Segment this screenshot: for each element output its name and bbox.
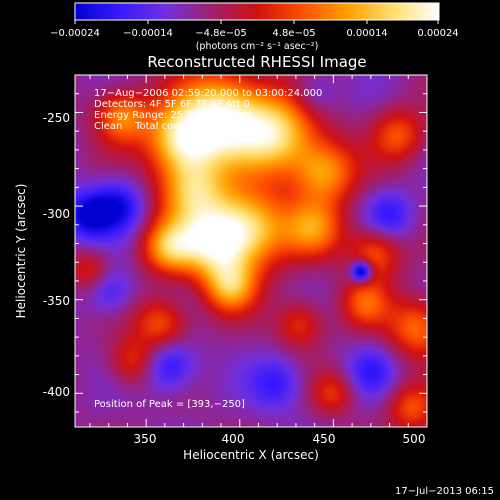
colorbar-tick-label: 4.8e−05	[272, 28, 315, 39]
image-annotations: 17−Aug−2006 02:59:20.000 to 03:00:24.000…	[94, 88, 322, 410]
colorbar-tick-label: −0.00024	[50, 28, 100, 39]
chart-title: Reconstructed RHESSI Image	[147, 53, 366, 71]
y-tick-label: -250	[43, 111, 70, 125]
y-tick-label: -400	[43, 385, 70, 399]
axis-ticks	[75, 75, 428, 427]
x-tick-label: 450	[313, 432, 336, 446]
colorbar-tick-label: 0.00024	[417, 28, 458, 39]
annotation-time-range: 17−Aug−2006 02:59:20.000 to 03:00:24.000	[94, 88, 322, 99]
heatmap-image	[75, 75, 427, 427]
y-tick-label: -350	[43, 294, 70, 308]
colorbar-units: (photons cm⁻² s⁻¹ asec⁻²)	[196, 41, 319, 52]
y-tick-label: -300	[43, 207, 70, 221]
annotation-energy-range: Energy Range: 25.0 − 50.0 keV	[94, 110, 251, 121]
annotation-peak-position: Position of Peak = [393,−250]	[94, 399, 245, 410]
x-tick-label: 350	[134, 432, 157, 446]
annotation-detectors: Detectors: 4F 5F 6F 7F 8F Att 0	[94, 99, 250, 110]
colorbar-tick-label: −4.8e−05	[195, 28, 247, 39]
colorbar-gradient	[74, 2, 440, 21]
colorbar-tick-label: −0.00014	[123, 28, 173, 39]
x-tick-label: 500	[403, 432, 426, 446]
annotation-clean-counts: Clean Total counts: 1.91E+03	[94, 121, 251, 132]
colorbar: −0.00024 −0.00014 −4.8e−05 4.8e−05 0.000…	[50, 2, 459, 52]
x-tick-label: 400	[222, 432, 245, 446]
colorbar-ticks	[74, 20, 439, 24]
colorbar-tick-label: 0.00014	[346, 28, 387, 39]
y-axis-label: Heliocentric Y (arcsec)	[14, 184, 28, 319]
heatmap	[75, 75, 427, 427]
plot-frame	[74, 74, 428, 428]
x-axis-label: Heliocentric X (arcsec)	[183, 448, 319, 462]
plot-timestamp: 17−Jul−2013 06:15	[395, 486, 494, 497]
